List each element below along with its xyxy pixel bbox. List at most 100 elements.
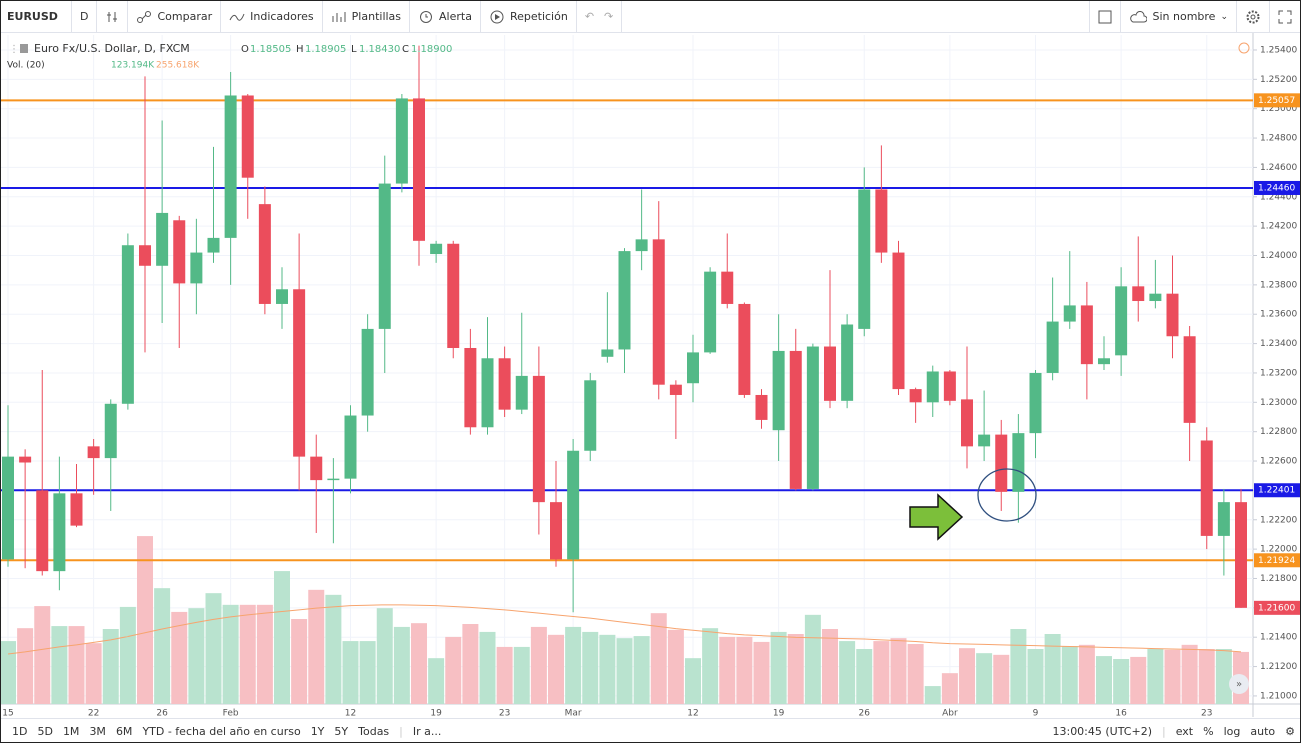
volume-bar (685, 658, 701, 704)
toolbar: EURUSD D Comparar Indicadores Plantillas… (1, 1, 1300, 33)
legend-swatch (20, 44, 28, 53)
icon (229, 13, 245, 21)
volume-bar (445, 636, 462, 704)
percent-button[interactable]: % (1203, 724, 1214, 738)
y-tick-label: 1.24000 (1260, 251, 1297, 261)
highlight-ellipse (977, 468, 1037, 522)
icon (107, 11, 118, 22)
volume-bar (787, 634, 804, 704)
legend-h-value: 1.18905 (305, 44, 346, 55)
bar-style[interactable] (97, 1, 129, 32)
legend-c-label: C (402, 44, 409, 55)
replay-button[interactable]: Repetición (481, 1, 577, 32)
candle-body (652, 239, 665, 385)
templates-label[interactable]: Plantillas (351, 10, 402, 23)
candle-body (19, 456, 32, 463)
x-tick-label: 19 (430, 709, 442, 718)
ext-button[interactable]: ext (1175, 724, 1194, 738)
range-buttons: 1D 5D 1M 3M 6M YTD - fecha del año en curso 1Y… (1, 725, 394, 738)
volume-bar (1113, 659, 1130, 704)
candle-body (395, 98, 408, 184)
candle-body (1149, 293, 1162, 302)
undo-redo[interactable]: ↶ ↷ (577, 1, 623, 32)
horizontal-lines (1, 99, 1253, 562)
expand-button[interactable] (1270, 1, 1300, 32)
candle-body (567, 450, 580, 560)
candle-body (1235, 502, 1247, 608)
volume-bar (839, 641, 856, 704)
redo[interactable]: ↷ (604, 10, 614, 23)
volume-bar (753, 641, 770, 704)
candle-body (978, 434, 991, 447)
interval[interactable]: D (72, 1, 98, 32)
layout-label[interactable]: Sin nombre (1152, 10, 1216, 23)
range-button[interactable]: 5Y (334, 724, 349, 738)
x-tick-label: 15 (2, 709, 13, 718)
volume-bar (17, 628, 34, 704)
candle-body (721, 271, 734, 304)
volume-bar (1130, 656, 1147, 704)
candle-body (481, 358, 494, 428)
candle-body (36, 490, 49, 572)
symbol[interactable]: EURUSD (1, 1, 72, 32)
volume-bar (359, 641, 376, 704)
layout-button[interactable]: Sin nombre ⌄ (1121, 1, 1237, 32)
candle-body (498, 358, 511, 410)
candle-body (738, 303, 751, 395)
alert-button[interactable]: Alerta (410, 1, 481, 32)
goto-button[interactable]: Ir a... (412, 724, 442, 738)
volume-bar (1010, 629, 1027, 704)
undo[interactable]: ↶ (584, 10, 595, 23)
volume-bar (1078, 644, 1095, 704)
candle-body (926, 371, 939, 403)
settings-button[interactable] (1237, 1, 1270, 32)
alert-label[interactable]: Alerta (439, 10, 472, 23)
interval-label[interactable]: D (80, 10, 89, 23)
scroll-icon[interactable]: » (1236, 679, 1242, 690)
x-tick-label: 26 (859, 709, 871, 718)
volume-bar (1181, 644, 1198, 704)
range-button[interactable]: 1Y (310, 724, 325, 738)
volume-bar (102, 629, 119, 704)
range-button[interactable]: 1D (12, 724, 28, 738)
warning-icon[interactable] (1238, 42, 1250, 54)
y-tick-label: 1.22800 (1260, 427, 1297, 437)
volume-bar (548, 634, 564, 704)
candle-body (961, 399, 973, 447)
y-tick-label: 1.24200 (1260, 222, 1297, 232)
indicators-label[interactable]: Indicadores (250, 10, 314, 23)
candle-body (430, 243, 443, 255)
replay-label[interactable]: Repetición (509, 10, 568, 23)
settings-icon[interactable]: ⚙ (1285, 724, 1295, 738)
clock: 13:00:45 (UTC+2) (1052, 724, 1152, 738)
candle-body (943, 371, 956, 401)
volume-bar (222, 604, 239, 704)
indicators-button[interactable]: Indicadores (221, 1, 323, 32)
candle-body (2, 456, 14, 560)
legend-c-value: 1.18900 (411, 44, 452, 55)
volume-bar (1027, 649, 1044, 704)
volume-bar (856, 649, 873, 704)
candle-body (293, 289, 306, 457)
legend-o-label: O (241, 44, 249, 55)
range-button[interactable]: 5D (37, 724, 53, 738)
auto-button[interactable]: auto (1250, 724, 1276, 738)
price-label-box (1254, 553, 1300, 568)
volume-bar (34, 606, 51, 704)
range-button[interactable]: 1M (62, 724, 80, 738)
range-button[interactable]: Todas (358, 724, 390, 738)
compare-button[interactable]: Comparar (128, 1, 222, 32)
fullscreen-box[interactable] (1089, 1, 1122, 32)
volume-bar (770, 631, 787, 704)
range-button[interactable]: 6M (115, 724, 133, 738)
compare-label[interactable]: Comparar (157, 10, 213, 23)
scroll-button[interactable] (1229, 674, 1249, 694)
templates-button[interactable]: Plantillas (323, 1, 411, 32)
range-button[interactable]: 3M (89, 724, 106, 738)
range-button[interactable]: YTD - fecha del año en curso (142, 724, 301, 738)
icon (1278, 10, 1292, 23)
candle-body (1115, 286, 1128, 356)
log-button[interactable]: log (1223, 724, 1241, 738)
candle-body (635, 239, 648, 252)
candle-body (515, 375, 528, 410)
